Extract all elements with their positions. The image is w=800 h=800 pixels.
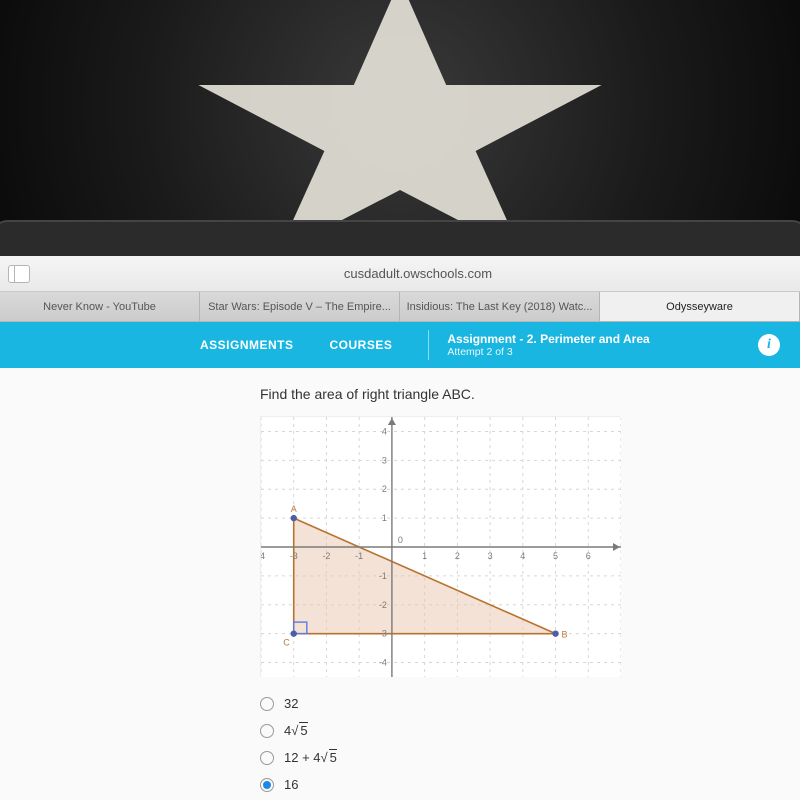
svg-text:3: 3	[488, 551, 493, 561]
svg-text:-3: -3	[379, 629, 387, 639]
svg-text:2: 2	[455, 551, 460, 561]
svg-text:-3: -3	[290, 551, 298, 561]
browser-tab[interactable]: Never Know - YouTube	[0, 292, 200, 321]
nav-assignments[interactable]: ASSIGNMENTS	[200, 338, 294, 352]
radio-button[interactable]	[260, 751, 274, 765]
browser-tab[interactable]: Star Wars: Episode V – The Empire...	[200, 292, 400, 321]
browser-toolbar: cusdadult.owschools.com	[0, 256, 800, 292]
svg-text:4: 4	[382, 426, 387, 436]
browser-tab-bar: Never Know - YouTubeStar Wars: Episode V…	[0, 292, 800, 322]
svg-text:-4: -4	[261, 551, 265, 561]
assignment-info: Assignment - 2. Perimeter and Area Attem…	[447, 332, 758, 358]
svg-text:-2: -2	[379, 600, 387, 610]
browser-tab[interactable]: Insidious: The Last Key (2018) Watc...	[400, 292, 600, 321]
answer-label: 16	[284, 777, 298, 792]
svg-text:A: A	[291, 504, 297, 514]
svg-text:1: 1	[382, 513, 387, 523]
answer-option[interactable]: 12 + 45	[260, 744, 800, 771]
svg-text:2: 2	[382, 484, 387, 494]
header-divider	[428, 330, 429, 360]
assignment-label: Assignment	[447, 332, 516, 346]
radio-button[interactable]	[260, 778, 274, 792]
question-prompt: Find the area of right triangle ABC.	[260, 386, 800, 402]
svg-text:5: 5	[553, 551, 558, 561]
svg-text:3: 3	[382, 455, 387, 465]
content-area: Find the area of right triangle ABC. -4-…	[0, 368, 800, 800]
answer-label: 45	[284, 723, 308, 738]
radio-button[interactable]	[260, 724, 274, 738]
svg-text:-1: -1	[355, 551, 363, 561]
svg-text:B: B	[562, 630, 568, 640]
svg-text:6: 6	[586, 551, 591, 561]
browser-tab[interactable]: Odysseyware	[600, 292, 800, 321]
triangle-chart: -4 -3 -2 -1 0 1 2 3 4 5 6 -4 -3 -2 -1 1 2 3 4 A B C	[260, 416, 620, 676]
nav-courses[interactable]: COURSES	[330, 338, 393, 352]
assignment-name: - 2. Perimeter and Area	[519, 332, 649, 346]
answer-list: 32 45 12 + 45 16	[260, 690, 800, 798]
svg-text:0: 0	[398, 535, 403, 545]
svg-text:1: 1	[422, 551, 427, 561]
sidebar-toggle-icon[interactable]	[8, 265, 30, 283]
answer-option[interactable]: 45	[260, 717, 800, 744]
svg-text:4: 4	[520, 551, 525, 561]
answer-label: 12 + 45	[284, 750, 337, 765]
attempt-count: Attempt 2 of 3	[447, 346, 758, 358]
app-header: ASSIGNMENTS COURSES Assignment - 2. Peri…	[0, 322, 800, 368]
svg-text:-2: -2	[322, 551, 330, 561]
answer-option[interactable]: 16	[260, 771, 800, 798]
svg-text:C: C	[283, 638, 290, 648]
laptop-screen: cusdadult.owschools.com Never Know - You…	[0, 256, 800, 800]
svg-text:-4: -4	[379, 658, 387, 668]
radio-button[interactable]	[260, 697, 274, 711]
address-bar[interactable]: cusdadult.owschools.com	[44, 266, 792, 281]
svg-text:-1: -1	[379, 571, 387, 581]
answer-label: 32	[284, 696, 298, 711]
answer-option[interactable]: 32	[260, 690, 800, 717]
info-icon[interactable]: i	[758, 334, 780, 356]
